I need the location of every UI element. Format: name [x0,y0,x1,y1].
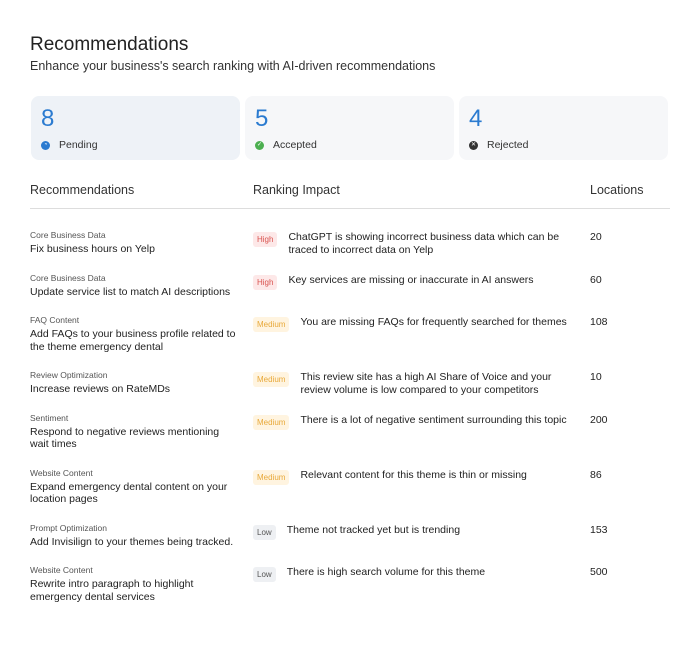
impact-description: Key services are missing or inaccurate i… [288,273,534,286]
row-locations: 86 [590,468,602,481]
row-category: FAQ Content [30,315,80,325]
summary-cards: 8 ◔ Pending 5 ✓ Accepted 4 ✕ Rejected [31,96,668,160]
row-title: Respond to negative reviews mentioning w… [30,425,220,451]
table-row[interactable]: Core Business Data Update service list t… [30,272,670,315]
row-category: Prompt Optimization [30,522,107,533]
impact-description: There is high search volume for this the… [286,566,486,578]
table-row[interactable]: Sentiment Respond to negative reviews me… [30,412,670,467]
accepted-count: 5 [255,105,269,132]
impact-description: ChatGPT is showing incorrect business da… [288,231,560,256]
impact-badge: Medium [253,372,290,387]
column-locations: Locations [590,183,644,197]
impact-description: This review site has a high AI Share of … [300,371,552,396]
row-category: Sentiment [30,412,69,423]
table-row[interactable]: Core Business Data Fix business hours on… [30,229,670,272]
row-title: Expand emergency dental content on your … [30,480,228,506]
row-category: Website Content [30,467,93,478]
clock-icon: ◔ [41,140,50,150]
impact-badge: Medium [253,469,290,485]
impact-description: You are missing FAQs for frequently sear… [300,316,567,328]
table-row[interactable]: Website Content Rewrite intro paragraph … [30,564,670,619]
row-category: Review Optimization [30,370,108,380]
impact-badge: Low [253,567,276,582]
x-circle-icon: ✕ [469,140,478,150]
pending-card[interactable]: 8 ◔ Pending [31,96,240,160]
row-locations: 153 [590,523,608,536]
impact-description: There is a lot of negative sentiment sur… [300,413,567,426]
row-category: Core Business Data [30,272,106,283]
row-category: Website Content [30,565,93,575]
accepted-card[interactable]: 5 ✓ Accepted [245,96,454,160]
impact-description: Theme not tracked yet but is trending [286,523,461,536]
recommendations-table: Core Business Data Fix business hours on… [30,229,670,619]
impact-badge: High [253,274,278,290]
impact-badge: Medium [253,317,290,332]
row-title: Fix business hours on Yelp [30,243,155,255]
impact-badge: High [253,232,278,247]
page-title: Recommendations [30,34,189,55]
row-category: Core Business Data [30,230,106,240]
column-ranking-impact: Ranking Impact [253,183,340,197]
column-recommendations: Recommendations [30,183,135,197]
row-title: Update service list to match AI descript… [30,285,231,298]
impact-badge: Low [253,524,276,540]
impact-badge: Medium [253,414,290,430]
page-subtitle: Enhance your business's search ranking w… [30,59,436,73]
table-header: Recommendations Ranking Impact Locations [30,183,670,209]
accepted-label: Accepted [273,139,317,151]
row-locations: 108 [590,316,608,328]
table-row[interactable]: Prompt Optimization Add Invisilign to yo… [30,522,670,565]
row-locations: 10 [590,371,602,383]
check-circle-icon: ✓ [255,140,264,150]
table-row[interactable]: FAQ Content Add FAQs to your business pr… [30,314,670,369]
row-title: Add Invisilign to your themes being trac… [30,535,234,548]
row-locations: 500 [590,566,608,578]
table-row[interactable]: Review Optimization Increase reviews on … [30,369,670,412]
rejected-card[interactable]: 4 ✕ Rejected [459,96,668,160]
rejected-label: Rejected [487,139,529,151]
table-row[interactable]: Website Content Expand emergency dental … [30,467,670,522]
rejected-count: 4 [469,105,483,132]
row-locations: 200 [590,413,608,426]
impact-description: Relevant content for this theme is thin … [300,468,527,481]
row-title: Rewrite intro paragraph to highlight eme… [30,578,194,603]
pending-count: 8 [41,105,55,132]
pending-label: Pending [59,139,98,151]
row-locations: 60 [590,273,602,286]
row-locations: 20 [590,231,602,243]
row-title: Increase reviews on RateMDs [30,383,171,395]
row-title: Add FAQs to your business profile relate… [30,328,236,353]
